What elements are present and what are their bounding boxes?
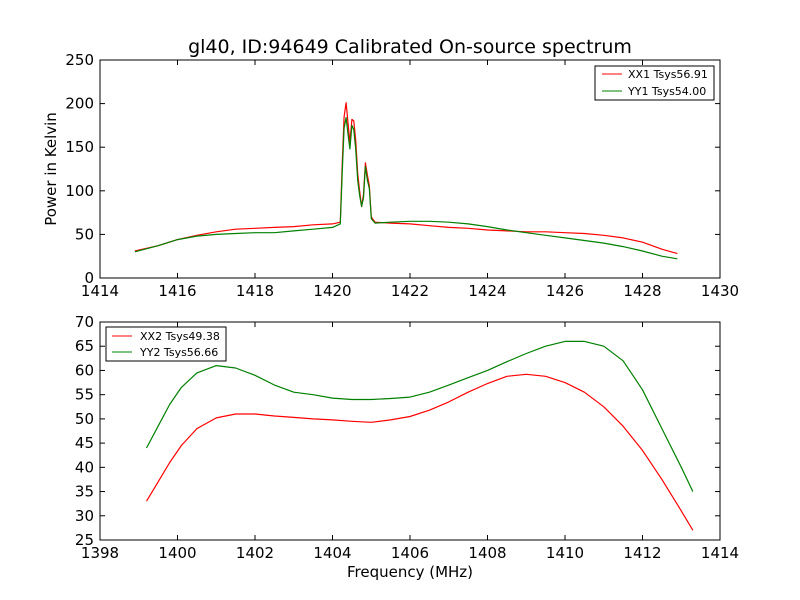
legend-label-yy2: YY2 Tsys56.66: [139, 346, 218, 359]
x-tick-label: 1412: [623, 544, 661, 562]
x-tick-label: 1426: [546, 282, 584, 300]
series-line-yy1: [134, 116, 678, 260]
chart-title: gl40, ID:94649 Calibrated On-source spec…: [188, 36, 632, 58]
x-tick-label: 1414: [81, 282, 119, 300]
legend-label-yy1: YY1 Tsys54.00: [627, 85, 706, 98]
legend: XX2 Tsys49.38 YY2 Tsys56.66: [105, 326, 227, 362]
y-tick-label: 40: [75, 458, 94, 476]
y-tick-label: 60: [75, 361, 94, 379]
x-tick-label: 1418: [236, 282, 274, 300]
legend-frame: [105, 326, 227, 362]
x-tick-label: 1416: [158, 282, 196, 300]
x-tick-label: 1406: [391, 544, 429, 562]
x-tick-label: 1404: [313, 544, 351, 562]
y-tick-label: 150: [65, 138, 94, 156]
y-tick-label: 0: [84, 269, 94, 287]
x-tick-label: 1422: [391, 282, 429, 300]
x-tick-label: 1428: [623, 282, 661, 300]
ticks-layer: 1414 1416 1418 1420 1422 1424 1426 1428 1430 0 50 1…: [65, 51, 739, 300]
x-tick-label: 1410: [546, 544, 584, 562]
x-tick-label: 1400: [158, 544, 196, 562]
y-tick-label: 65: [75, 337, 94, 355]
y-tick-label: 100: [65, 182, 94, 200]
top-spectrum-chart: gl40, ID:94649 Calibrated On-source spec…: [42, 36, 739, 300]
legend-label-xx1: XX1 Tsys56.91: [628, 68, 708, 81]
x-tick-label: 1402: [236, 544, 274, 562]
x-tick-label: 1420: [313, 282, 351, 300]
y-tick-label: 55: [75, 386, 94, 404]
bottom-spectrum-chart: Frequency (MHz) 1398 1400 1402 1404 1406 1408…: [75, 313, 739, 581]
series-layer: [145, 340, 694, 531]
series-line-xx2: [145, 373, 694, 531]
legend: XX1 Tsys56.91 YY1 Tsys54.00: [594, 65, 715, 101]
x-tick-label: 1430: [701, 282, 739, 300]
y-tick-label: 250: [65, 51, 94, 69]
legend-frame: [594, 65, 715, 101]
y-tick-label: 50: [75, 225, 94, 243]
ticks-layer: 1398 1400 1402 1404 1406 1408 1410 1412 1414 25 30…: [75, 313, 739, 562]
y-tick-label: 25: [75, 531, 94, 549]
x-axis-label: Frequency (MHz): [347, 563, 473, 581]
y-tick-label: 35: [75, 483, 94, 501]
series-line-yy2: [145, 340, 694, 492]
series-layer: [134, 102, 678, 260]
y-tick-label: 50: [75, 410, 94, 428]
legend-label-xx2: XX2 Tsys49.38: [140, 330, 220, 343]
x-tick-label: 1414: [701, 544, 739, 562]
x-tick-label: 1398: [81, 544, 119, 562]
y-tick-label: 30: [75, 507, 94, 525]
y-tick-label: 200: [65, 95, 94, 113]
y-axis-label: Power in Kelvin: [42, 112, 60, 226]
y-tick-label: 45: [75, 434, 94, 452]
x-tick-label: 1408: [468, 544, 506, 562]
x-tick-label: 1424: [468, 282, 506, 300]
y-tick-label: 70: [75, 313, 94, 331]
